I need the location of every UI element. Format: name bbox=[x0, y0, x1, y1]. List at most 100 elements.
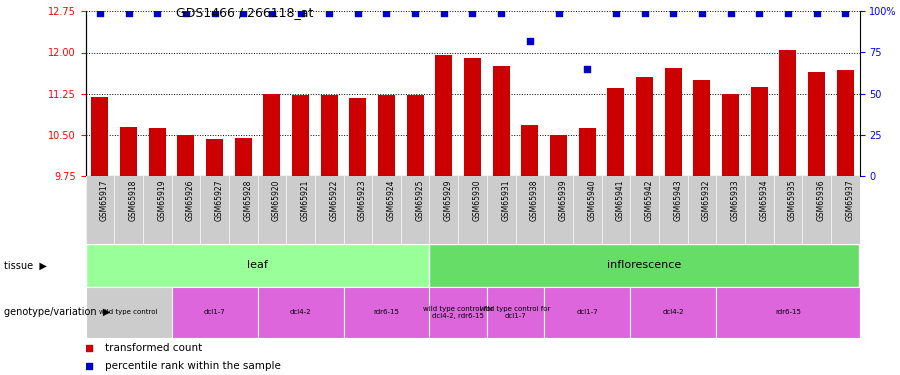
Point bbox=[150, 10, 165, 16]
Bar bbox=[344, 287, 429, 338]
Text: GSM65935: GSM65935 bbox=[788, 180, 796, 221]
Bar bbox=[349, 98, 366, 176]
Text: GSM65939: GSM65939 bbox=[559, 180, 568, 221]
Point bbox=[523, 38, 537, 44]
Bar bbox=[206, 140, 223, 176]
Text: GSM65927: GSM65927 bbox=[214, 180, 223, 221]
Text: dcl4-2: dcl4-2 bbox=[290, 309, 311, 315]
Bar bbox=[429, 244, 860, 287]
Bar bbox=[716, 287, 860, 338]
Point bbox=[178, 10, 193, 16]
Bar bbox=[636, 77, 653, 176]
Point bbox=[122, 10, 136, 16]
Text: GSM65943: GSM65943 bbox=[673, 180, 682, 221]
Bar bbox=[608, 88, 625, 176]
Bar bbox=[436, 55, 453, 176]
Bar bbox=[177, 135, 194, 176]
Bar bbox=[292, 95, 309, 176]
Text: dcl1-7: dcl1-7 bbox=[203, 309, 225, 315]
Bar bbox=[320, 95, 338, 176]
Bar bbox=[579, 128, 596, 176]
Text: GSM65925: GSM65925 bbox=[415, 180, 424, 221]
Bar bbox=[521, 125, 538, 176]
Bar bbox=[86, 244, 429, 287]
Bar bbox=[407, 95, 424, 176]
Bar bbox=[429, 287, 487, 338]
Text: GSM65936: GSM65936 bbox=[816, 180, 825, 221]
Text: GSM65928: GSM65928 bbox=[243, 180, 252, 221]
Text: GSM65937: GSM65937 bbox=[845, 180, 854, 221]
Text: percentile rank within the sample: percentile rank within the sample bbox=[104, 361, 281, 370]
Bar bbox=[550, 135, 567, 176]
Text: GSM65931: GSM65931 bbox=[501, 180, 510, 221]
Point bbox=[436, 10, 451, 16]
Text: rdr6-15: rdr6-15 bbox=[775, 309, 801, 315]
Point bbox=[379, 10, 393, 16]
Bar bbox=[86, 287, 172, 338]
Text: rdr6-15: rdr6-15 bbox=[374, 309, 400, 315]
Text: GSM65921: GSM65921 bbox=[301, 180, 310, 221]
Text: GSM65917: GSM65917 bbox=[100, 180, 109, 221]
Bar bbox=[257, 287, 344, 338]
Point bbox=[666, 10, 680, 16]
Text: transformed count: transformed count bbox=[104, 343, 202, 353]
Text: tissue  ▶: tissue ▶ bbox=[4, 260, 48, 270]
Bar bbox=[492, 66, 509, 176]
Text: GSM65918: GSM65918 bbox=[129, 180, 138, 221]
Point bbox=[608, 10, 623, 16]
Bar bbox=[544, 287, 630, 338]
Bar bbox=[779, 50, 796, 176]
Text: GSM65932: GSM65932 bbox=[702, 180, 711, 221]
Text: dcl4-2: dcl4-2 bbox=[662, 309, 684, 315]
Point bbox=[82, 345, 96, 351]
Point bbox=[838, 10, 852, 16]
Point bbox=[580, 66, 594, 72]
Text: GSM65929: GSM65929 bbox=[444, 180, 453, 221]
Text: GSM65923: GSM65923 bbox=[358, 180, 367, 221]
Point bbox=[351, 10, 365, 16]
Point bbox=[293, 10, 308, 16]
Point bbox=[465, 10, 480, 16]
Text: GSM65934: GSM65934 bbox=[760, 180, 769, 221]
Text: GSM65919: GSM65919 bbox=[158, 180, 166, 221]
Bar bbox=[630, 287, 716, 338]
Bar bbox=[91, 96, 108, 176]
Text: GSM65938: GSM65938 bbox=[530, 180, 539, 221]
Point bbox=[236, 10, 250, 16]
Point bbox=[408, 10, 422, 16]
Text: GSM65930: GSM65930 bbox=[472, 180, 482, 221]
Bar bbox=[172, 287, 257, 338]
Text: GSM65941: GSM65941 bbox=[616, 180, 625, 221]
Text: GSM65926: GSM65926 bbox=[185, 180, 194, 221]
Bar bbox=[751, 87, 768, 176]
Bar bbox=[378, 95, 395, 176]
Point bbox=[780, 10, 795, 16]
Point bbox=[637, 10, 652, 16]
Text: GDS1466 / 266118_at: GDS1466 / 266118_at bbox=[176, 6, 313, 19]
Text: GSM65920: GSM65920 bbox=[272, 180, 281, 221]
Point bbox=[322, 10, 337, 16]
Point bbox=[207, 10, 221, 16]
Text: wild type control for
dcl1-7: wild type control for dcl1-7 bbox=[481, 306, 551, 319]
Text: GSM65924: GSM65924 bbox=[386, 180, 395, 221]
Text: GSM65940: GSM65940 bbox=[587, 180, 596, 221]
Bar bbox=[263, 94, 281, 176]
Text: wild type control: wild type control bbox=[99, 309, 158, 315]
Bar bbox=[235, 138, 252, 176]
Point bbox=[494, 10, 508, 16]
Text: dcl1-7: dcl1-7 bbox=[576, 309, 598, 315]
Bar bbox=[693, 80, 710, 176]
Bar bbox=[487, 287, 544, 338]
Text: wild type control for
dcl4-2, rdr6-15: wild type control for dcl4-2, rdr6-15 bbox=[423, 306, 493, 319]
Point bbox=[724, 10, 738, 16]
Text: GSM65933: GSM65933 bbox=[731, 180, 740, 221]
Bar bbox=[120, 127, 137, 176]
Bar bbox=[664, 68, 682, 176]
Bar bbox=[722, 94, 739, 176]
Text: GSM65942: GSM65942 bbox=[644, 180, 653, 221]
Bar bbox=[808, 72, 825, 176]
Text: leaf: leaf bbox=[248, 260, 268, 270]
Point bbox=[93, 10, 107, 16]
Text: genotype/variation  ▶: genotype/variation ▶ bbox=[4, 307, 111, 317]
Point bbox=[695, 10, 709, 16]
